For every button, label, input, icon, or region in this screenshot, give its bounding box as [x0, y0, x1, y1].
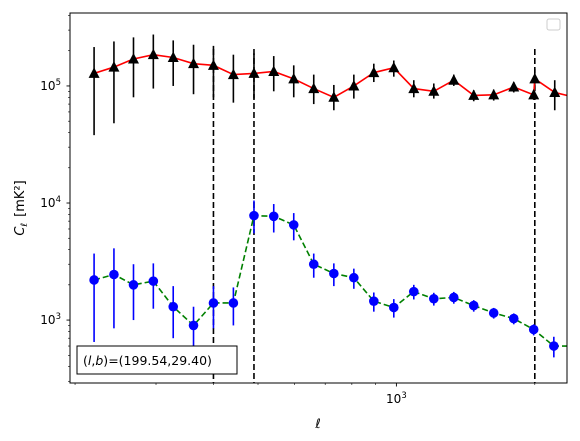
triangle-marker — [528, 88, 540, 100]
circle-marker — [249, 210, 259, 221]
circle-marker — [448, 292, 459, 303]
triangle-marker — [468, 89, 480, 100]
triangle-marker — [108, 61, 120, 72]
triangle-marker — [549, 86, 561, 97]
triangle-marker — [428, 85, 440, 96]
triangle-marker — [348, 79, 360, 91]
triangle-marker — [508, 80, 520, 92]
triangle-marker — [268, 65, 280, 76]
series-0 — [88, 34, 567, 136]
circle-marker — [109, 269, 119, 280]
series-1 — [89, 200, 567, 358]
triangle-marker — [248, 67, 260, 78]
circle-marker — [408, 286, 419, 297]
annotation: (l,b)=(199.54,29.40) — [76, 345, 238, 375]
circle-marker — [288, 220, 299, 230]
tick-labels: 103 103 104 105 — [40, 78, 406, 406]
circle-marker — [388, 302, 399, 313]
triangle-marker — [488, 88, 500, 100]
y-axis-label: Cℓ[mK²] — [13, 180, 30, 235]
series-layer — [88, 34, 567, 358]
triangle-marker — [127, 52, 139, 64]
triangle-marker — [188, 57, 200, 69]
triangle-marker — [308, 82, 320, 94]
circle-marker — [148, 276, 159, 286]
triangle-marker — [167, 51, 179, 63]
triangle-marker — [147, 48, 159, 60]
circle-marker — [369, 296, 379, 306]
annotation-box — [76, 345, 238, 375]
y-tick-label: 105 — [40, 78, 61, 93]
triangle-marker — [368, 66, 380, 78]
circle-marker — [89, 275, 99, 285]
circle-marker — [468, 300, 479, 311]
circle-marker — [168, 301, 179, 312]
y-tick-label: 103 — [40, 312, 61, 327]
annotation-text: (l,b)=(199.54,29.40) — [83, 353, 212, 368]
legend-box — [546, 18, 561, 31]
triangle-marker — [207, 59, 219, 70]
circle-marker — [268, 211, 279, 222]
x-tick-label: 103 — [386, 391, 407, 406]
circle-marker — [508, 313, 519, 324]
triangle-marker — [288, 72, 300, 84]
circle-marker — [329, 268, 339, 279]
triangle-marker — [448, 74, 460, 85]
triangle-marker — [88, 67, 100, 78]
circle-marker — [549, 341, 559, 351]
circle-marker — [228, 298, 239, 308]
triangle-marker — [529, 72, 541, 84]
circle-marker — [208, 298, 219, 308]
plot-frame — [69, 12, 568, 384]
y-tick-label: 104 — [40, 195, 61, 210]
triangle-marker — [388, 61, 400, 73]
circle-marker — [528, 324, 539, 335]
triangle-marker — [408, 82, 420, 94]
axis-ticks — [66, 15, 536, 387]
triangle-marker — [328, 91, 340, 102]
circle-marker — [308, 259, 319, 270]
x-axis-label: ℓ — [314, 417, 320, 432]
circle-marker — [488, 308, 499, 318]
circle-marker — [429, 293, 439, 304]
circle-marker — [128, 280, 139, 290]
triangle-marker — [227, 68, 239, 80]
circle-marker — [188, 320, 199, 331]
circle-marker — [349, 272, 359, 283]
